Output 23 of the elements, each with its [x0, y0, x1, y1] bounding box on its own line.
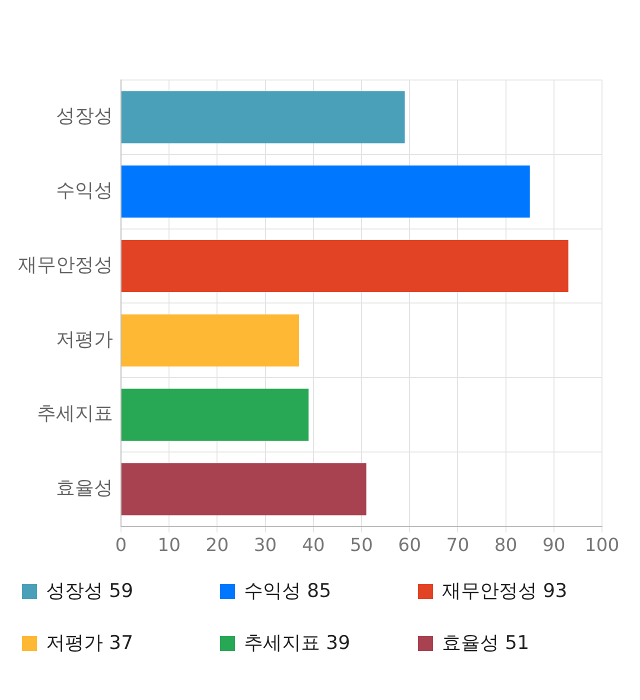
x-tick-label: 80: [494, 534, 518, 556]
x-tick-label: 70: [446, 534, 470, 556]
y-tick-label: 수익성: [56, 180, 113, 202]
legend-label: 저평가 37: [46, 631, 134, 656]
legend-label: 성장성 59: [46, 579, 134, 604]
x-tick-label: 50: [350, 534, 373, 556]
legend-label: 수익성 85: [244, 579, 332, 604]
x-tick-label: 0: [115, 534, 127, 556]
legend-label: 추세지표 39: [244, 631, 350, 656]
x-tick-label: 90: [542, 534, 566, 556]
x-tick-label: 60: [398, 534, 422, 556]
y-tick-label: 재무안정성: [18, 254, 113, 276]
y-tick-label: 저평가: [56, 328, 113, 350]
x-tick-label: 30: [254, 534, 277, 556]
x-tick-label: 10: [158, 534, 181, 556]
legend-label: 재무안정성 93: [442, 579, 568, 604]
y-tick-label: 효율성: [56, 477, 113, 500]
y-tick-label: 성장성: [56, 105, 113, 128]
x-tick-label: 20: [206, 534, 229, 556]
legend-label: 효율성 51: [442, 631, 530, 656]
y-tick-label: 추세지표: [37, 402, 113, 425]
x-tick-label: 40: [302, 534, 325, 556]
x-tick-label: 100: [584, 534, 620, 556]
